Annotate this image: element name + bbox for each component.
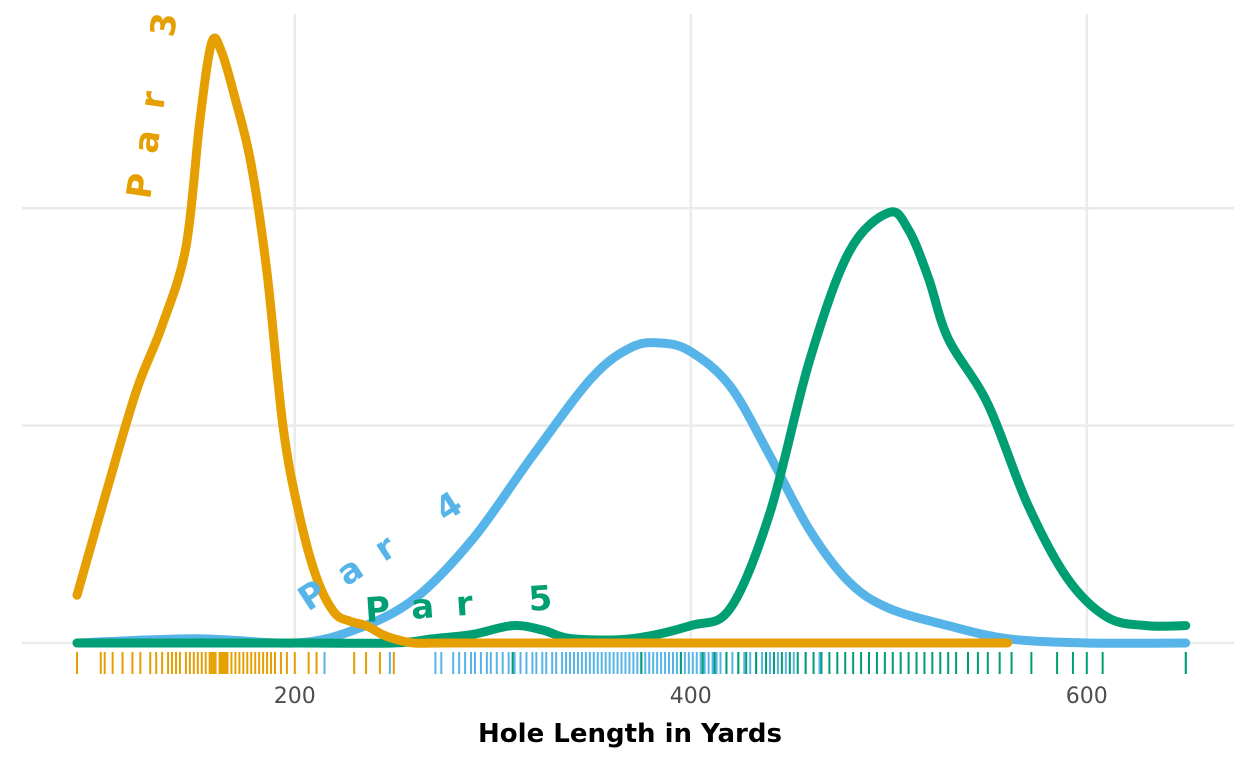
x-axis-title: Hole Length in Yards [478,719,782,749]
density-line-par-5 [72,207,1191,648]
x-tick-label: 600 [1066,684,1108,709]
curve-label-par-5: Par 5 [364,577,576,631]
x-tick-labels: 200 400 600 [274,684,1108,709]
curve-label-par-3: Par 3 [119,0,189,201]
density-line-par-4 [72,338,1191,648]
x-tick-label: 200 [274,684,316,709]
x-tick-label: 400 [670,684,712,709]
density-line-par-3 [72,33,1013,648]
rug-layer [76,652,1187,674]
curve-layer [72,33,1191,648]
